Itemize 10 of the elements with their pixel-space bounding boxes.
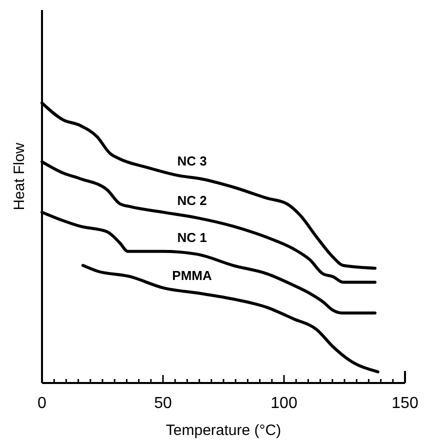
series-label: NC 3 <box>177 153 207 168</box>
series-label: NC 1 <box>177 230 207 245</box>
series-label: PMMA <box>172 268 213 284</box>
x-axis-title: Temperature (°C) <box>166 422 282 439</box>
x-tick-label: 50 <box>154 395 172 412</box>
x-tick-label: 0 <box>38 395 47 412</box>
x-tick-label: 100 <box>270 395 298 412</box>
x-tick-label: 150 <box>392 395 418 412</box>
series-label: NC 2 <box>177 193 207 208</box>
y-axis-title: Heat Flow <box>11 142 28 210</box>
